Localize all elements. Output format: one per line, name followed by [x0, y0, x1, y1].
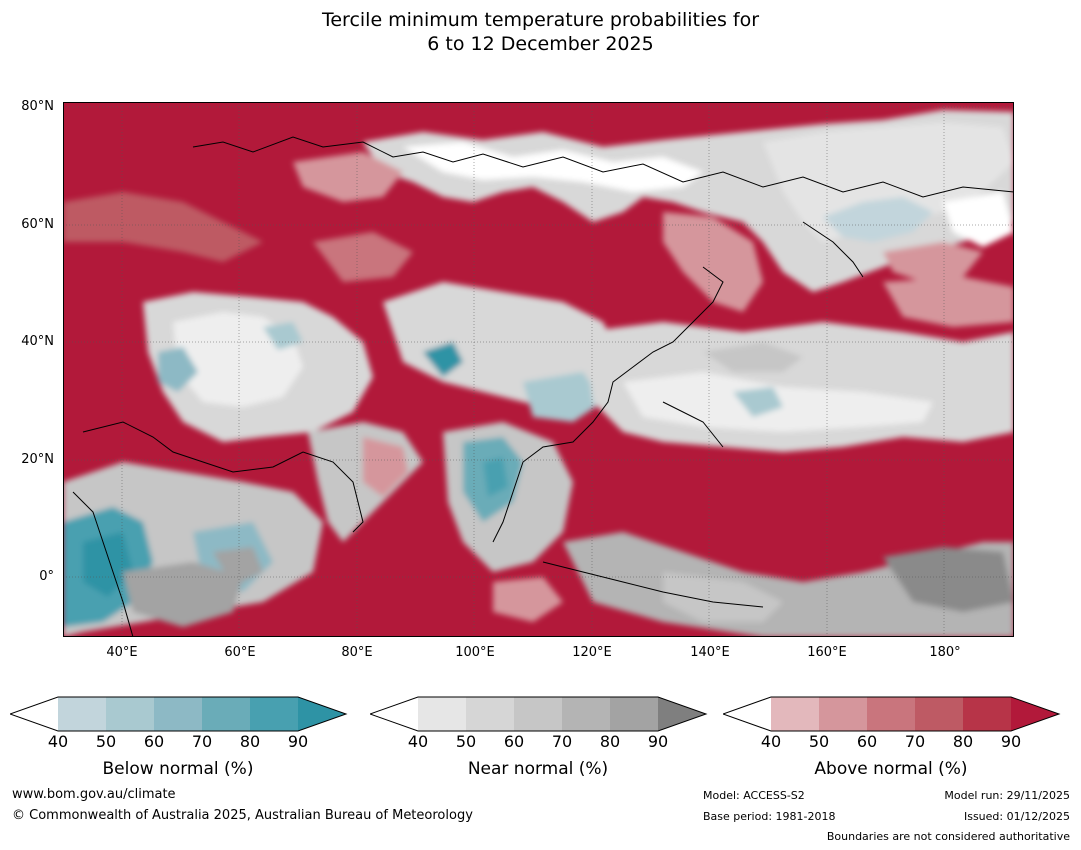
lat-label-40n: 40°N — [21, 334, 54, 349]
lon-label-80e: 80°E — [341, 645, 373, 660]
above-swatch-5 — [963, 697, 1011, 731]
lon-label-160e: 160°E — [807, 645, 847, 660]
near-swatch-1 — [418, 697, 466, 731]
probability-map — [63, 102, 1014, 637]
copyright-text: © Commonwealth of Australia 2025, Austra… — [12, 808, 473, 823]
near-tick-70: 70 — [551, 732, 573, 751]
lon-label-60e: 60°E — [224, 645, 256, 660]
above-tick-40: 40 — [760, 732, 782, 751]
lon-label-140e: 140°E — [690, 645, 730, 660]
near-tick-40: 40 — [407, 732, 429, 751]
below-tick-50: 50 — [95, 732, 117, 751]
lon-label-100e: 100°E — [455, 645, 495, 660]
above-tick-50: 50 — [808, 732, 830, 751]
below-swatch-5 — [250, 697, 298, 731]
lat-label-60n: 60°N — [21, 217, 54, 232]
lat-label-20n: 20°N — [21, 452, 54, 467]
near-swatch-3 — [514, 697, 562, 731]
near-swatch-6 — [658, 697, 706, 731]
near-swatch-4 — [562, 697, 610, 731]
below-tick-70: 70 — [191, 732, 213, 751]
lon-label-40e: 40°E — [106, 645, 138, 660]
lon-label-180: 180° — [929, 645, 961, 660]
colorbar-near-normal — [370, 696, 708, 732]
above-tick-80: 80 — [952, 732, 974, 751]
above-swatch-4 — [915, 697, 963, 731]
colorbar-above-normal — [723, 696, 1061, 732]
near-tick-80: 80 — [599, 732, 621, 751]
above-swatch-0 — [723, 697, 771, 731]
below-swatch-6 — [298, 697, 346, 731]
near-tick-50: 50 — [455, 732, 477, 751]
near-swatch-5 — [610, 697, 658, 731]
issued-text: Issued: 01/12/2025 — [963, 810, 1070, 823]
map-title-line2: 6 to 12 December 2025 — [427, 33, 654, 55]
below-swatch-4 — [202, 697, 250, 731]
base-period-text: Base period: 1981-2018 — [703, 810, 836, 823]
map-frame — [63, 102, 1014, 637]
below-swatch-3 — [154, 697, 202, 731]
below-swatch-2 — [106, 697, 154, 731]
near-tick-60: 60 — [503, 732, 525, 751]
map-title-line1: Tercile minimum temperature probabilitie… — [321, 9, 760, 31]
model-text: Model: ACCESS-S2 — [703, 789, 805, 802]
above-swatch-6 — [1011, 697, 1059, 731]
above-swatch-2 — [819, 697, 867, 731]
below-tick-90: 90 — [287, 732, 309, 751]
website-link[interactable]: www.bom.gov.au/climate — [12, 787, 176, 802]
above-swatch-3 — [867, 697, 915, 731]
below-tick-40: 40 — [47, 732, 69, 751]
disclaimer-text: Boundaries are not considered authoritat… — [826, 830, 1070, 843]
probability-shading — [63, 110, 1014, 637]
coastlines — [72, 136, 1014, 637]
near-swatch-2 — [466, 697, 514, 731]
below-swatch-0 — [10, 697, 58, 731]
map-title: Tercile minimum temperature probabilitie… — [0, 8, 1081, 56]
lat-label-equator: 0° — [39, 569, 54, 584]
colorbar-above-title: Above normal (%) — [814, 759, 968, 779]
above-tick-60: 60 — [856, 732, 878, 751]
colorbar-near-title: Near normal (%) — [467, 759, 609, 779]
above-tick-70: 70 — [904, 732, 926, 751]
near-tick-90: 90 — [647, 732, 669, 751]
below-tick-80: 80 — [239, 732, 261, 751]
colorbar-below-normal — [10, 696, 348, 732]
lon-label-120e: 120°E — [572, 645, 612, 660]
colorbar-below-swatches — [10, 697, 346, 731]
colorbar-near-swatches — [370, 697, 706, 731]
below-tick-60: 60 — [143, 732, 165, 751]
above-swatch-1 — [771, 697, 819, 731]
below-swatch-1 — [58, 697, 106, 731]
colorbar-above-swatches — [723, 697, 1059, 731]
colorbar-below-title: Below normal (%) — [102, 759, 254, 779]
lat-label-80n: 80°N — [21, 99, 54, 114]
near-swatch-0 — [370, 697, 418, 731]
above-tick-90: 90 — [1000, 732, 1022, 751]
model-run-text: Model run: 29/11/2025 — [944, 789, 1070, 802]
graticule — [63, 102, 1014, 637]
